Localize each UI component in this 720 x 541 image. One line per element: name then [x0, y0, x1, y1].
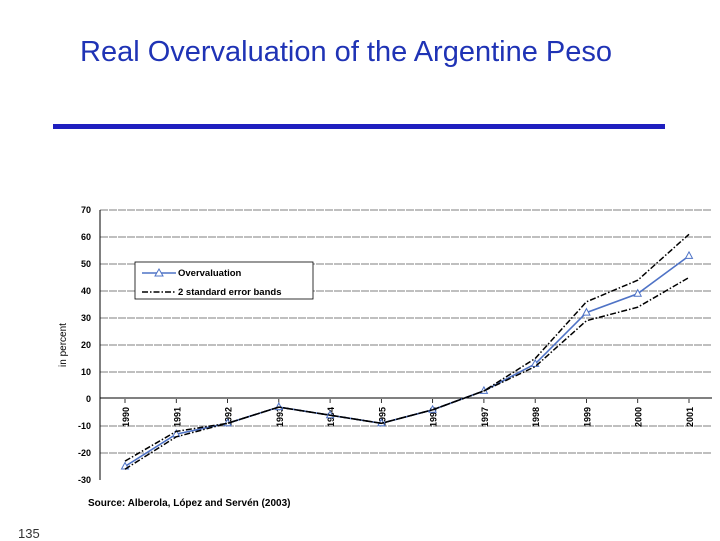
series-line-1	[124, 233, 690, 462]
legend: Overvaluation 2 standard error bands	[134, 261, 314, 300]
legend-overvaluation-label: Overvaluation	[178, 268, 242, 279]
x-tick-label: 1993	[275, 407, 285, 427]
x-tick-label: 1999	[582, 407, 592, 427]
legend-bands-label: 2 standard error bands	[178, 287, 281, 298]
slide-number: 135	[18, 526, 40, 541]
y-tick-label: 10	[81, 367, 91, 377]
x-tick-label: 1997	[480, 407, 490, 427]
slide-title: Real Overvaluation of the Argentine Peso	[80, 36, 612, 68]
y-tick-label: -20	[78, 448, 91, 458]
overvaluation-point	[582, 307, 591, 316]
overvaluation-point	[633, 288, 643, 297]
overvaluation-point	[684, 250, 694, 259]
x-tick-label: 2000	[634, 407, 644, 427]
legend-triangle-marker	[154, 267, 164, 277]
x-tick-label: 1991	[172, 407, 182, 427]
x-tick-label: 1990	[121, 407, 131, 427]
y-tick-label: 70	[81, 205, 91, 215]
y-tick-label: 40	[81, 286, 91, 296]
x-tick-label: 1996	[429, 407, 439, 427]
y-tick-label: 60	[81, 232, 91, 242]
title-divider	[53, 124, 665, 129]
y-tick-label: 20	[81, 340, 91, 350]
y-axis-label: in percent	[58, 323, 69, 367]
x-tick-label: 1995	[377, 407, 387, 427]
y-tick-label: 0	[86, 394, 91, 404]
y-tick-label: -10	[78, 421, 91, 431]
y-tick-label: 30	[81, 313, 91, 323]
axis-layer	[99, 210, 712, 480]
series-line-2	[124, 276, 690, 470]
chart-source-note: Source: Alberola, López and Servén (2003…	[88, 498, 290, 509]
legend-box	[134, 261, 314, 300]
y-tick-label: 50	[81, 259, 91, 269]
y-tick-labels: -30 -20 -10 0 10 20 30 40 50 60 70	[78, 205, 91, 485]
x-tick-label: 1998	[531, 407, 541, 427]
x-tick-label: 1992	[224, 407, 234, 427]
series-layer	[120, 233, 694, 470]
x-tick-label: 2001	[685, 407, 695, 427]
y-tick-label: -30	[78, 475, 91, 485]
x-tick-labels: 1990199119921993199419951996199719981999…	[121, 399, 695, 427]
